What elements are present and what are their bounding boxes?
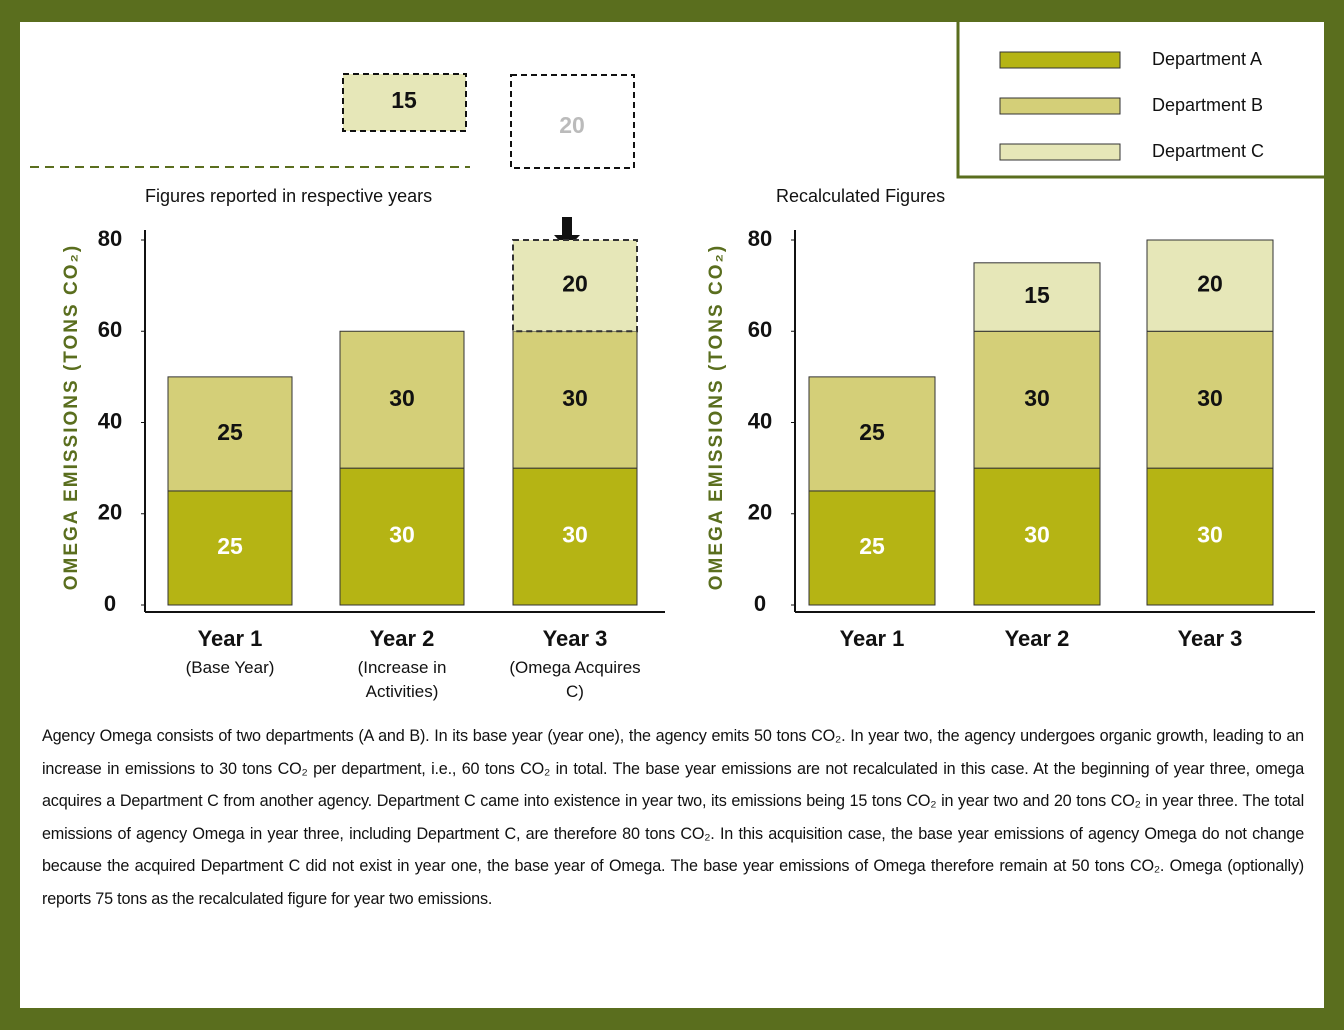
y-axis-label: OMEGA EMISSIONS (TONS CO₂) bbox=[61, 244, 82, 591]
bar-segment bbox=[512, 330, 638, 469]
annotation: 20 bbox=[559, 112, 585, 138]
description: Agency Omega consists of two departments… bbox=[42, 727, 1304, 908]
legend-swatch bbox=[999, 51, 1121, 69]
bar-segment bbox=[167, 376, 293, 492]
value-label: 20 bbox=[1197, 271, 1223, 297]
bar-segment bbox=[1146, 239, 1274, 332]
panel: Figures reported in respective years Rec… bbox=[20, 22, 1324, 1008]
value-label: 25 bbox=[859, 533, 885, 559]
bar-segment bbox=[808, 376, 936, 492]
value-label: 30 bbox=[1024, 522, 1050, 548]
annotation-box bbox=[342, 73, 467, 132]
x-tick-label: Year 2 bbox=[370, 626, 435, 651]
x-tick-label: Year 1 bbox=[198, 626, 263, 651]
legend-label: Department B bbox=[1152, 95, 1263, 115]
legend-label: Department A bbox=[1152, 49, 1262, 69]
bar-segment bbox=[973, 467, 1101, 606]
x-tick-label: Year 3 bbox=[1178, 626, 1243, 651]
value-label: 30 bbox=[389, 385, 415, 411]
category-note: (Increase in Activities) bbox=[357, 658, 447, 701]
legend-swatch bbox=[999, 97, 1121, 115]
bar-segment bbox=[1146, 467, 1274, 606]
y-tick-label: 40 bbox=[98, 408, 122, 433]
value-label: 30 bbox=[1197, 385, 1223, 411]
value-label: 30 bbox=[1197, 522, 1223, 548]
value-label: 30 bbox=[1024, 385, 1050, 411]
value-label: 25 bbox=[859, 419, 885, 445]
bar-segment bbox=[1146, 330, 1274, 469]
bar-segment bbox=[167, 490, 293, 606]
y-axis-label: OMEGA EMISSIONS (TONS CO₂) bbox=[706, 244, 727, 591]
annotation: 15 bbox=[391, 87, 417, 113]
y-tick-label: 60 bbox=[748, 317, 772, 342]
x-tick-label: Year 1 bbox=[840, 626, 905, 651]
bar-segment bbox=[339, 330, 465, 469]
x-tick-label: Year 3 bbox=[543, 626, 608, 651]
bar-segment bbox=[512, 239, 638, 333]
x-tick-label: Year 2 bbox=[1005, 626, 1070, 651]
chart: Figures reported in respective years Rec… bbox=[30, 22, 1324, 651]
chart-title: Recalculated Figures bbox=[776, 186, 945, 206]
bar-segment bbox=[973, 262, 1101, 332]
annotation-box bbox=[510, 74, 635, 169]
bar-segment bbox=[973, 330, 1101, 469]
value-label: 15 bbox=[1024, 282, 1050, 308]
category-note: (Omega Acquires C) bbox=[509, 658, 641, 701]
value-label: 30 bbox=[389, 522, 415, 548]
value-label: 25 bbox=[217, 533, 243, 559]
legend-swatch bbox=[999, 143, 1121, 161]
y-tick-label: 40 bbox=[748, 408, 772, 433]
category-note: (Base Year) bbox=[185, 658, 275, 677]
y-tick-label: 80 bbox=[748, 226, 772, 251]
y-tick-label: 20 bbox=[98, 500, 122, 525]
y-tick-label: 0 bbox=[104, 591, 116, 616]
y-tick-label: 0 bbox=[754, 591, 766, 616]
value-label: 30 bbox=[562, 385, 588, 411]
y-tick-label: 60 bbox=[98, 317, 122, 342]
value-label: 20 bbox=[562, 271, 588, 297]
value-label: 30 bbox=[562, 522, 588, 548]
chart-title: Figures reported in respective years bbox=[145, 186, 432, 206]
value-label: 25 bbox=[217, 419, 243, 445]
y-tick-label: 80 bbox=[98, 226, 122, 251]
y-tick-label: 20 bbox=[748, 500, 772, 525]
legend-label: Department C bbox=[1152, 141, 1264, 161]
bar-segment bbox=[512, 467, 638, 606]
bar-segment bbox=[808, 490, 936, 606]
